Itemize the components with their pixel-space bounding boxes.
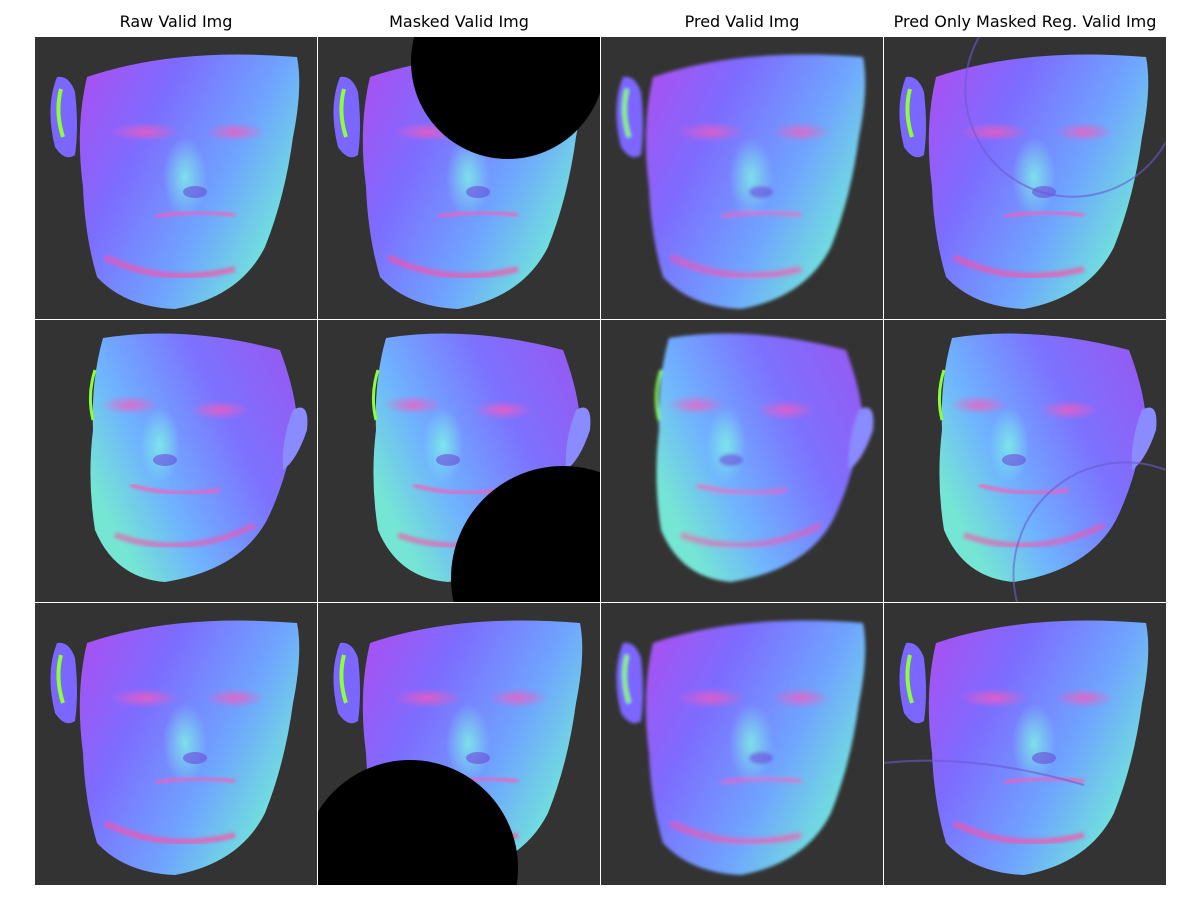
row3-masked-image bbox=[318, 603, 600, 885]
row2-pred-image bbox=[601, 320, 883, 602]
row3-pred-masked-region-image bbox=[884, 603, 1166, 885]
mask-circle bbox=[451, 466, 600, 602]
row2-pred-masked-region-image bbox=[884, 320, 1166, 602]
row1-raw-image bbox=[35, 37, 317, 319]
row1-pred-image bbox=[601, 37, 883, 319]
column-title-pred-masked-region: Pred Only Masked Reg. Valid Img bbox=[893, 12, 1157, 31]
column-title-raw: Raw Valid Img bbox=[119, 12, 233, 31]
row3-pred-image bbox=[601, 603, 883, 885]
column-title-masked: Masked Valid Img bbox=[389, 12, 529, 31]
column-title-pred: Pred Valid Img bbox=[684, 12, 800, 31]
row3-raw-image bbox=[35, 603, 317, 885]
mask-circle bbox=[318, 760, 518, 885]
mask-circle bbox=[411, 37, 600, 159]
row1-masked-image bbox=[318, 37, 600, 319]
row2-raw-image bbox=[35, 320, 317, 602]
row2-masked-image bbox=[318, 320, 600, 602]
row1-pred-masked-region-image bbox=[884, 37, 1166, 319]
